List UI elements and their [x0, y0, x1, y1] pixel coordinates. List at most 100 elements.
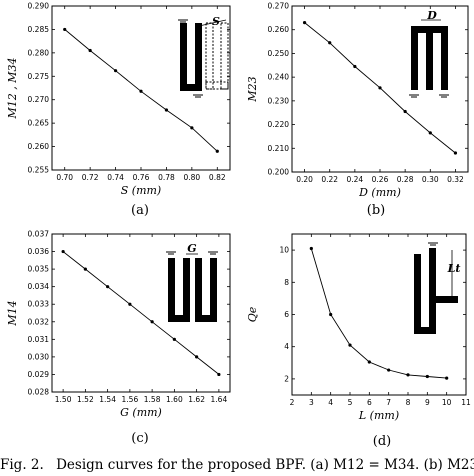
inset-schematic-b	[409, 19, 449, 98]
inset-dimension-label: S	[212, 15, 220, 28]
chart-b: 0.20 0.22 0.24 0.26 0.28 0.30 0.32 0.200 0.210 0.…	[246, 2, 469, 218]
y-tick-label: 0.290	[28, 2, 50, 11]
x-tick-label: 0.32	[447, 175, 464, 184]
caption-text: Design curves for the proposed BPF. (a) …	[56, 457, 474, 473]
x-tick-label: 0.80	[184, 173, 201, 182]
x-tick-label: 1.64	[211, 395, 228, 404]
y-tick-label: 10	[279, 246, 289, 255]
x-tick-label: 5	[348, 398, 353, 407]
data-point	[88, 48, 92, 53]
resonator-strip	[183, 258, 190, 322]
x-axis-label: D (mm)	[358, 186, 401, 199]
x-tick-label: 0.82	[209, 173, 226, 182]
resonator-strip	[180, 84, 202, 91]
figure-caption: Fig. 2. Design curves for the proposed B…	[0, 457, 474, 473]
data-point	[61, 249, 65, 254]
y-tick-label: 0.265	[28, 119, 50, 128]
y-tick-label: 0.250	[268, 49, 290, 58]
x-axis-label: S (mm)	[121, 184, 161, 197]
resonator-outline	[220, 22, 229, 90]
y-tick-label: 0.260	[28, 142, 50, 151]
data-point	[83, 267, 87, 271]
x-tick-label: 0.78	[158, 173, 175, 182]
x-axis-label: G (mm)	[120, 406, 162, 419]
data-point	[329, 312, 333, 317]
x-tick-label: 7	[386, 398, 391, 407]
resonator-outline	[205, 22, 214, 90]
data-point	[445, 376, 449, 380]
data-point	[217, 372, 221, 377]
resonator-strip	[436, 296, 458, 303]
y-tick-label: 0.037	[28, 230, 50, 239]
resonator-strip	[426, 26, 433, 90]
chart-a: 0.70 0.72 0.74 0.76 0.78 0.80 0.82 0.255 0.260 0.…	[6, 2, 231, 218]
chart-c: 1.50 1.52 1.54 1.56 1.58 1.60 1.62 1.64 0.028 0.0…	[6, 230, 231, 446]
x-tick-label: 1.54	[99, 395, 116, 404]
data-point	[425, 374, 429, 379]
inset-dimension-label: D	[426, 9, 437, 22]
y-tick-label: 0.029	[28, 370, 50, 379]
x-tick-label: 0.72	[82, 173, 99, 182]
resonator-strip	[168, 315, 190, 322]
data-point	[328, 41, 332, 45]
data-point	[139, 89, 143, 93]
y-axis-label: M12 , M34	[6, 57, 19, 119]
data-point	[106, 285, 110, 289]
y-tick-label: 0.285	[28, 25, 50, 34]
x-tick-label: 8	[406, 398, 411, 407]
data-point	[403, 109, 407, 114]
x-tick-label: 2	[290, 398, 295, 407]
y-tick-label: 6	[284, 310, 289, 319]
y-tick-label: 0.260	[268, 25, 290, 34]
data-point	[150, 320, 154, 324]
x-tick-label: 0.70	[56, 173, 73, 182]
x-tick-label: 0.76	[133, 173, 150, 182]
x-axis-label: L (mm)	[358, 409, 399, 422]
panel-label: (b)	[367, 203, 385, 218]
data-point	[195, 355, 199, 359]
x-tick-label: 0.28	[397, 175, 414, 184]
data-point	[113, 69, 118, 73]
data-point	[348, 343, 352, 347]
y-tick-label: 0.255	[28, 166, 50, 175]
x-tick-label: 11	[461, 398, 471, 407]
y-tick-label: 0.220	[268, 120, 290, 129]
x-tick-label: 1.62	[188, 395, 205, 404]
y-axis-label: M14	[6, 300, 19, 326]
data-point	[406, 373, 410, 377]
plot-frame	[291, 233, 467, 396]
dimension-arrow	[198, 19, 227, 27]
data-point	[190, 126, 194, 130]
x-tick-label: 4	[328, 398, 333, 407]
panel-label: (c)	[131, 431, 148, 446]
y-tick-label: 0.033	[28, 300, 50, 309]
data-point	[128, 302, 132, 306]
series-line	[62, 251, 220, 375]
y-tick-label: 8	[284, 278, 289, 287]
plot-frame	[51, 5, 231, 171]
data-point	[378, 86, 382, 90]
inset-schematic-d	[414, 242, 458, 334]
inset-dimension-label: G	[187, 242, 196, 255]
chart-d: 2 3 4 5 6 7 8 9 10 11 2 4 6 8 10 L (mm) Qe (d) Lt	[246, 233, 471, 449]
y-tick-label: 0.200	[268, 168, 290, 177]
y-tick-label: 0.030	[28, 352, 50, 361]
data-point	[387, 368, 391, 372]
y-tick-label: 0.028	[28, 388, 50, 397]
x-tick-label: 1.60	[166, 395, 183, 404]
x-tick-label: 1.58	[144, 395, 161, 404]
series-line	[310, 248, 447, 379]
y-tick-label: 4	[284, 342, 289, 351]
y-tick-label: 0.270	[268, 2, 290, 11]
resonator-strip	[168, 258, 175, 322]
resonator-strip	[411, 26, 418, 90]
x-tick-label: 0.74	[107, 173, 124, 182]
y-tick-label: 0.034	[28, 282, 50, 291]
y-tick-label: 0.275	[28, 72, 50, 81]
resonator-strip	[180, 23, 187, 91]
resonator-strip	[195, 258, 202, 322]
data-point	[215, 149, 219, 153]
y-tick-label: 0.036	[28, 247, 50, 256]
y-tick-label: 0.035	[28, 265, 50, 274]
